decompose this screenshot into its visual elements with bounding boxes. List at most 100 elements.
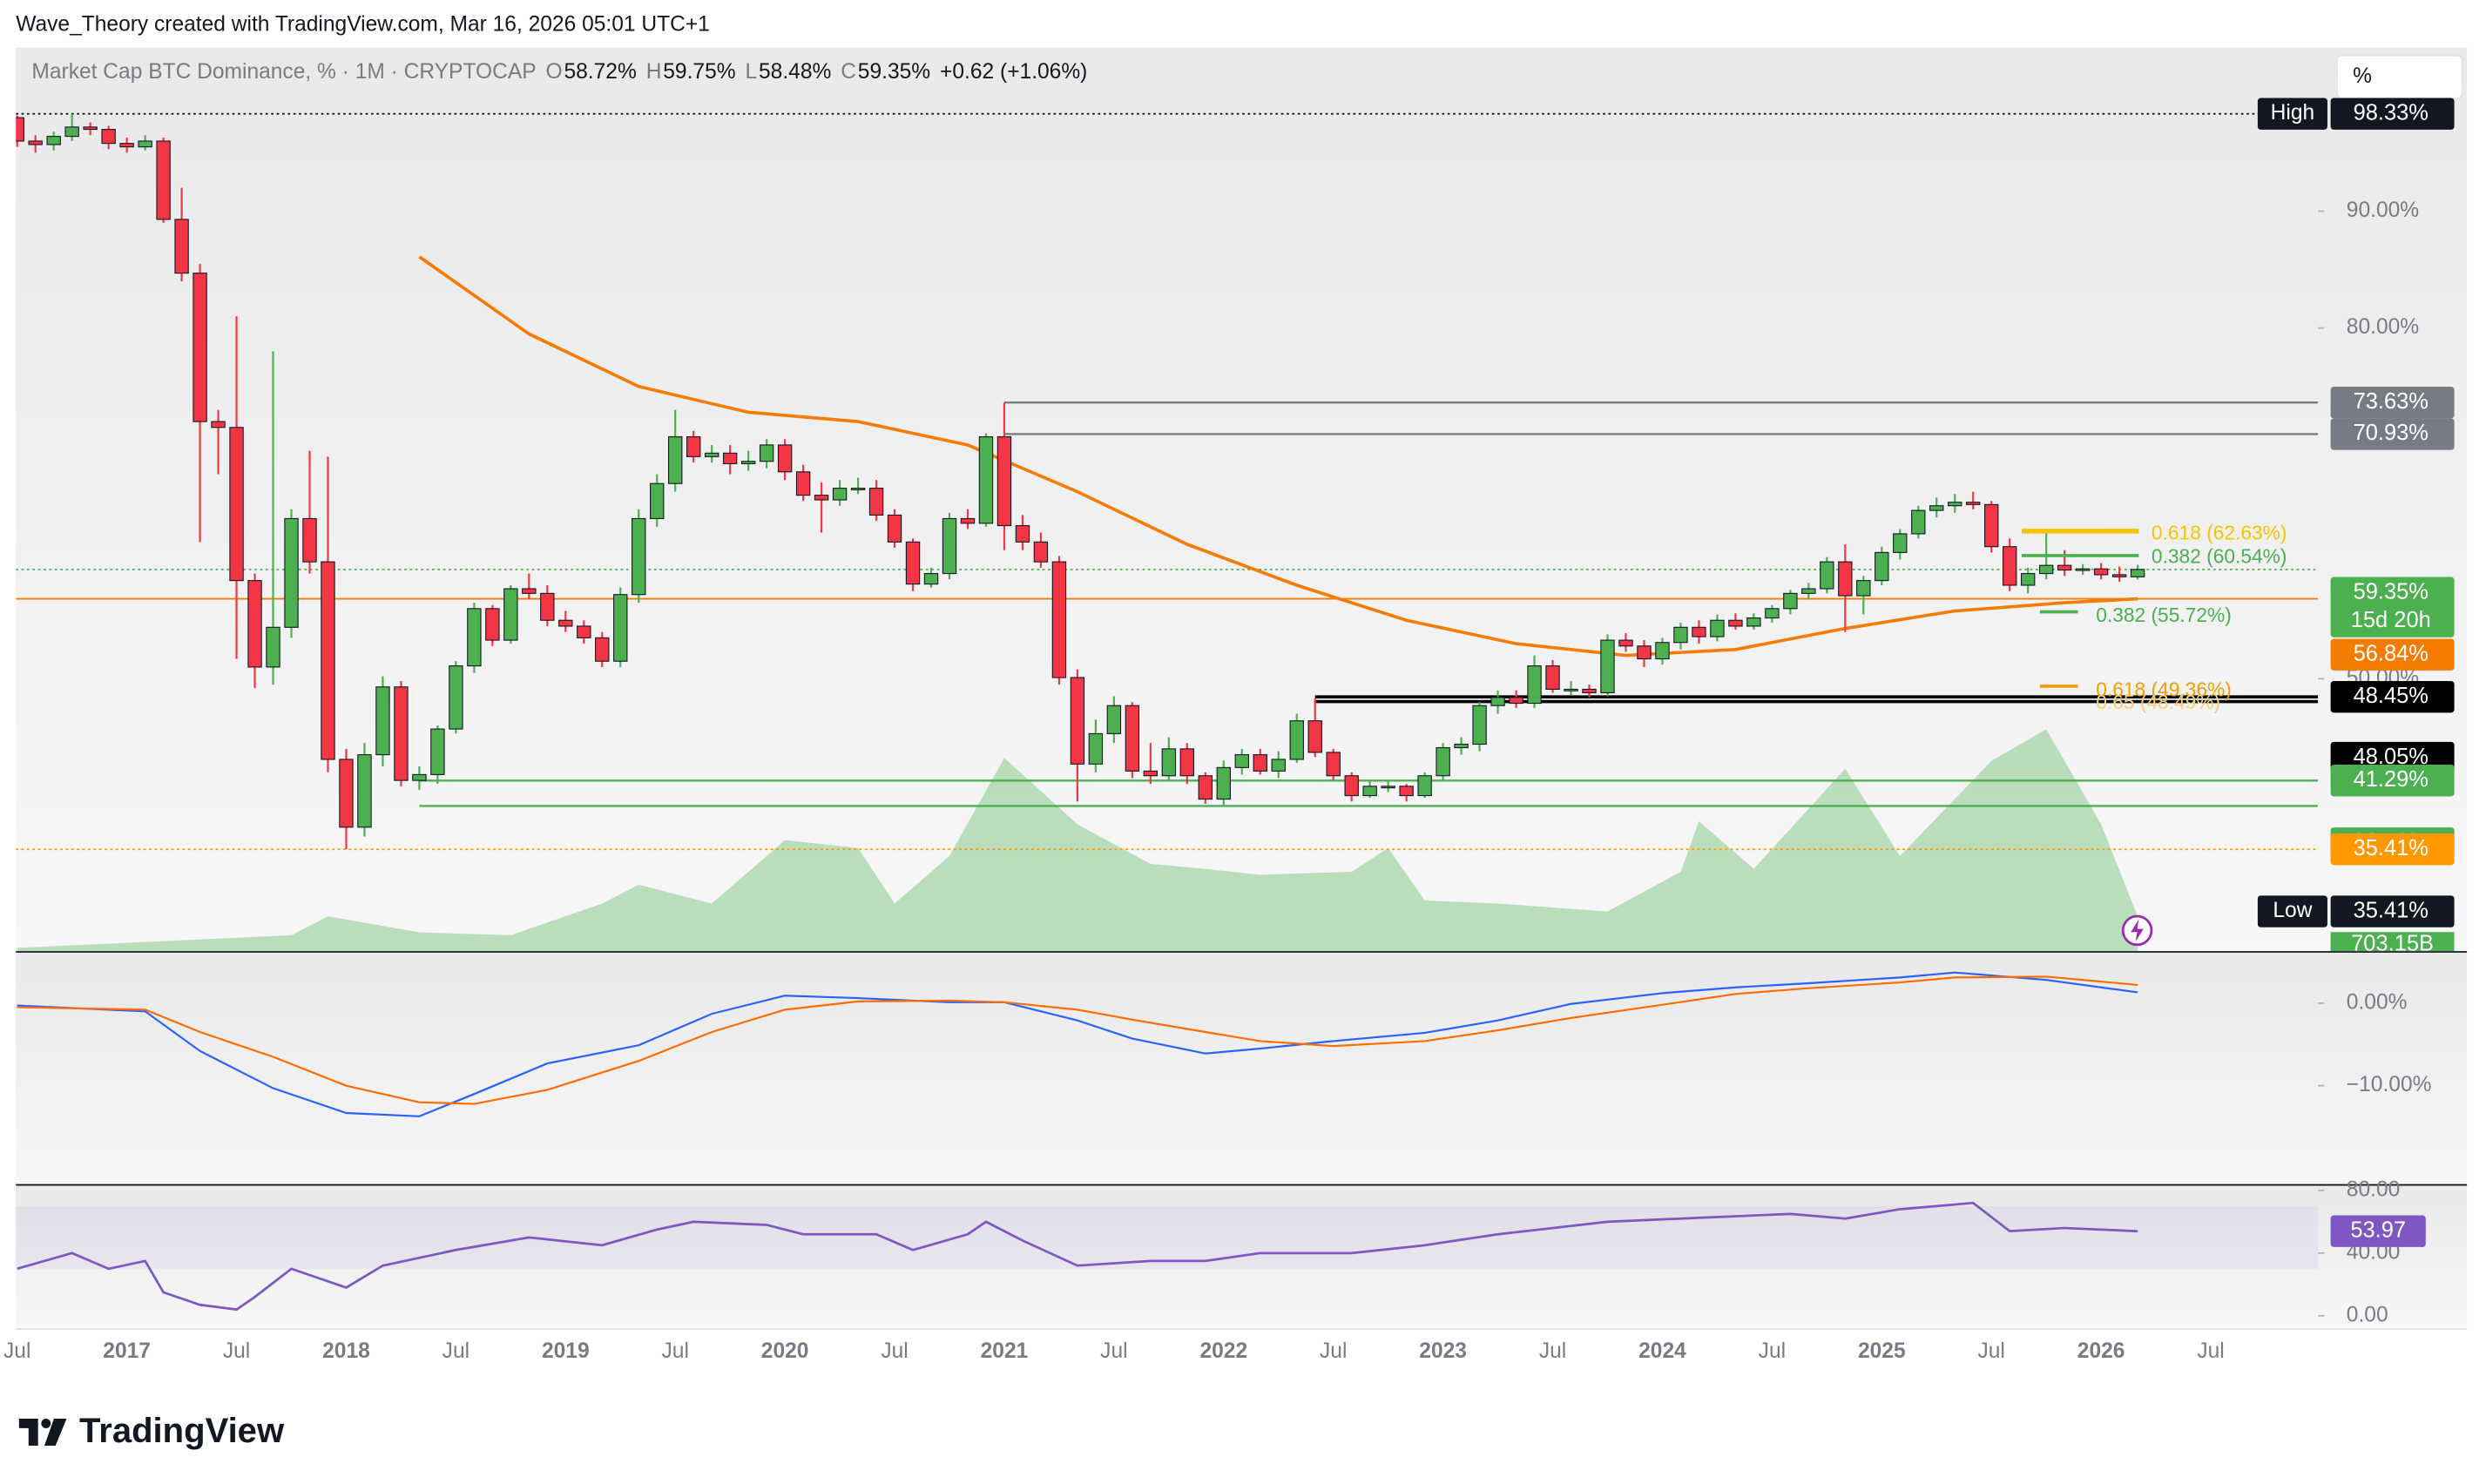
x-tick-label: 2025 (1858, 1339, 1906, 1363)
fib-label: 0.382 (55.72%) (2096, 604, 2232, 626)
fib-label: 0.382 (60.54%) (2152, 545, 2287, 568)
candle-body (905, 541, 921, 585)
x-tick-label: 2021 (981, 1339, 1029, 1363)
x-tick-label: Jul (3, 1339, 30, 1363)
legend-value: 59.75% (663, 60, 735, 84)
candle-body (1198, 775, 1213, 800)
candle-body (814, 495, 829, 501)
candle-body (1490, 697, 1505, 706)
legend-key: O (546, 60, 563, 84)
fib-label: 0.65 (48.49%) (2096, 691, 2220, 713)
price-tag-label: 48.45% (2354, 684, 2429, 708)
candle-body (1600, 639, 1615, 694)
candle-body (1307, 720, 1322, 753)
x-tick-label: Jul (223, 1339, 250, 1363)
price-tag-label: 35.41% (2354, 836, 2429, 860)
macd-tick-label: 0.00% (2347, 990, 2408, 1014)
candle-body (1436, 746, 1450, 777)
candle-body (1015, 524, 1030, 543)
candle-body (2075, 568, 2091, 571)
candle-body (540, 592, 555, 621)
candle-body (868, 488, 884, 516)
price-tag (2330, 765, 2455, 797)
candle-body (923, 573, 939, 585)
candle-body (1637, 645, 1652, 660)
candle-body (1893, 533, 1908, 553)
candle-body (1088, 732, 1104, 765)
candle-body (1582, 688, 1597, 694)
x-tick-label: Jul (1320, 1339, 1347, 1363)
price-tag (2330, 680, 2455, 713)
candle-body (577, 625, 591, 638)
candle-body (101, 129, 116, 145)
rsi-tag (2330, 1215, 2426, 1247)
candle-body (1783, 592, 1798, 610)
candle-body (1161, 748, 1177, 777)
price-tag-label: 70.93% (2354, 421, 2429, 445)
candle-body (1253, 754, 1267, 772)
candle-body (595, 637, 610, 662)
x-tick-label: 2018 (322, 1339, 370, 1363)
scale-button-label[interactable]: % (2353, 64, 2372, 88)
candle-body (704, 452, 719, 457)
candle-body (138, 140, 152, 148)
y-tick-label: 90.00% (2347, 199, 2419, 222)
price-tag (2330, 895, 2455, 928)
x-tick-label: Jul (2197, 1339, 2224, 1363)
logo-text: TradingView (79, 1412, 285, 1450)
candle-body (1929, 505, 1944, 511)
candle-body (1326, 752, 1341, 777)
candle-body (1765, 608, 1780, 619)
candle-body (2057, 564, 2072, 571)
candle-body (46, 136, 61, 145)
candle-body (211, 421, 226, 428)
candle-body (1381, 786, 1395, 789)
volume-tag-label: 703.15B (2351, 932, 2434, 956)
tag-key-box (2257, 895, 2327, 928)
price-tag-countdown: 15d 20h (2351, 608, 2431, 632)
candle-body (668, 435, 683, 484)
price-tag (2330, 638, 2455, 671)
candle-body (1984, 503, 1999, 548)
volume-area (17, 729, 2138, 952)
candle-body (832, 488, 848, 501)
macd-line (17, 971, 2138, 1117)
candle-body (2093, 568, 2109, 576)
candle-body (1728, 619, 1743, 627)
price-tag-label: 41.29% (2354, 767, 2429, 792)
x-tick-label: 2022 (1199, 1339, 1247, 1363)
candle-body (229, 427, 244, 582)
candle-body (1106, 705, 1122, 734)
candle-body (28, 140, 43, 145)
candle-body (850, 488, 866, 490)
x-tick-label: 2017 (103, 1339, 151, 1363)
candle-body (1966, 502, 1981, 505)
candle-body (2130, 569, 2145, 577)
candle-body (996, 435, 1012, 527)
alert-icon-bolt (2131, 919, 2144, 942)
candle-body (1216, 766, 1231, 800)
tag-key-box (2257, 98, 2327, 130)
legend: Market Cap BTC Dominance, % · 1M · CRYPT… (31, 60, 1087, 84)
x-tick-label: 2019 (542, 1339, 590, 1363)
candle-body (942, 517, 957, 575)
rsi-tick-label: 0.00 (2347, 1303, 2388, 1326)
candle-body (1820, 561, 1834, 590)
candle-body (302, 517, 317, 563)
candle-body (613, 594, 628, 662)
candle-body (1673, 626, 1688, 644)
candle-body (1070, 677, 1085, 765)
x-tick-label: Jul (442, 1339, 470, 1363)
candle-body (449, 665, 463, 730)
candle-body (430, 728, 445, 775)
legend-value: 58.72% (564, 60, 636, 84)
candle-body (1125, 705, 1140, 772)
x-tick-label: Jul (1100, 1339, 1127, 1363)
fib-label: 0.618 (49.36%) (2096, 678, 2232, 701)
candle-body (83, 126, 98, 131)
price-tag (2330, 387, 2455, 419)
macd-pane (16, 952, 2468, 1184)
candle-body (357, 754, 372, 828)
